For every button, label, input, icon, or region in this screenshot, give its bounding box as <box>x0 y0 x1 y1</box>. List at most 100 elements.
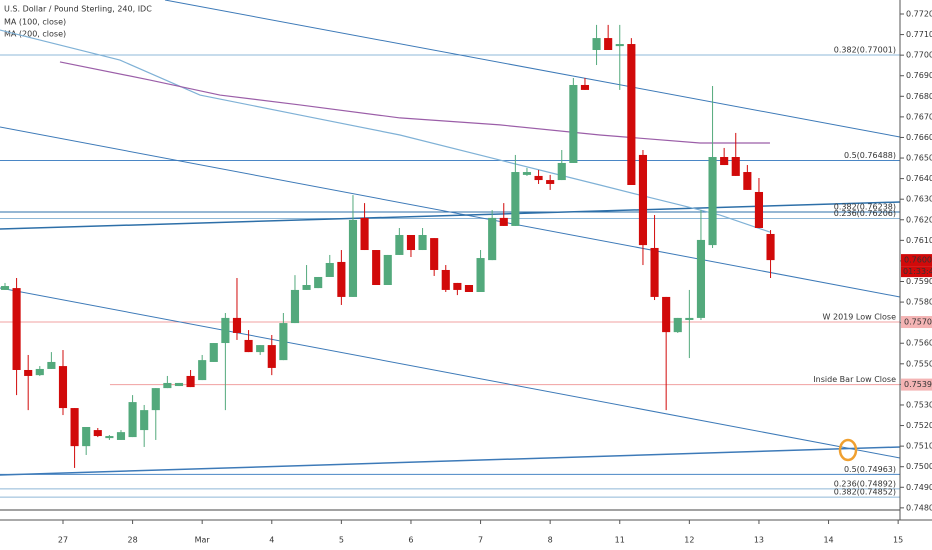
candle-body <box>662 296 671 333</box>
candle-body <box>557 162 566 181</box>
candle-body <box>325 262 334 277</box>
candle-body <box>24 369 33 376</box>
trend-line <box>0 446 901 476</box>
candle-body <box>708 157 717 246</box>
level-label: 0.382(0.77001) <box>834 45 896 54</box>
candle-body <box>534 175 543 181</box>
countdown-badge <box>901 266 932 278</box>
candle-body <box>163 382 172 389</box>
candle-body <box>685 317 694 320</box>
candle-body <box>209 343 218 362</box>
x-tick-label: 7 <box>478 536 483 545</box>
candle-body <box>93 430 102 437</box>
candle-body <box>488 217 497 261</box>
candle-body <box>731 157 740 176</box>
candle-body <box>12 288 21 370</box>
candle-body <box>395 234 404 255</box>
candle-body <box>464 285 474 292</box>
candle-body <box>232 317 242 333</box>
x-tick-label: 27 <box>58 536 68 545</box>
trend-line <box>0 126 901 298</box>
candle-body <box>546 180 555 184</box>
candle-body <box>140 410 149 431</box>
x-tick-label: Mar <box>195 536 211 545</box>
candle-body <box>615 44 624 47</box>
candle-body <box>453 282 462 290</box>
candle-body <box>0 286 10 290</box>
candle-body <box>754 191 764 229</box>
candle-body <box>198 360 207 381</box>
chart-title: U.S. Dollar / Pound Sterling, 240, IDC <box>4 5 152 14</box>
candle-body <box>290 289 300 324</box>
candle-body <box>604 38 613 51</box>
candle-body <box>128 402 137 438</box>
candle-body <box>696 239 706 318</box>
trend-lines <box>0 0 901 511</box>
candle-body <box>650 247 659 297</box>
level-label: 0.236(0.76206) <box>834 209 896 218</box>
moving-average <box>59 61 770 144</box>
candle-body <box>302 285 311 290</box>
price-badge <box>901 378 932 391</box>
countdown: 01:33:41 <box>903 267 932 276</box>
candle-body <box>406 234 416 251</box>
level-label: 0.382(0.76238) <box>834 202 896 211</box>
trend-line <box>0 287 901 459</box>
candle-body <box>279 323 288 361</box>
candle-body <box>372 250 381 286</box>
candle-body <box>70 408 79 447</box>
candle-body <box>348 219 358 297</box>
candle-body <box>638 154 648 246</box>
candle-body <box>441 269 450 290</box>
trend-line <box>164 0 901 138</box>
candle-body <box>82 426 91 447</box>
candle-body <box>174 382 184 387</box>
x-tick-label: 11 <box>615 536 625 545</box>
level-label: Inside Bar Low Close <box>813 375 896 384</box>
candle-body <box>580 84 590 90</box>
candle-body <box>673 317 682 333</box>
y-tick-label: 0.77200 <box>906 9 932 18</box>
candle-body <box>511 172 520 226</box>
x-tick-label: 13 <box>754 536 764 545</box>
candle-body <box>592 38 601 51</box>
candle-body <box>430 238 439 270</box>
candle-body <box>244 339 253 353</box>
candle-body <box>383 254 392 286</box>
x-tick-label: 8 <box>548 536 553 545</box>
level-label: 0.5(0.76488) <box>844 151 896 160</box>
candle-body <box>151 388 160 411</box>
grid <box>0 54 900 498</box>
x-tick-label: 5 <box>339 536 344 545</box>
x-tick-label: 6 <box>408 536 413 545</box>
candle-body <box>418 234 427 251</box>
price-badge-label: 0.76004 <box>904 256 932 265</box>
candle-body <box>720 157 729 166</box>
candle-body <box>337 261 346 297</box>
candle-body <box>221 317 230 344</box>
candle-body <box>267 345 276 368</box>
highlight-circle <box>838 438 858 462</box>
candle-body <box>499 217 508 226</box>
level-label: W 2019 Low Close <box>823 313 897 322</box>
price-badge-label: 0.75703 <box>904 318 932 327</box>
level-label: 0.236(0.74892) <box>834 479 896 488</box>
candle-body <box>58 366 68 409</box>
